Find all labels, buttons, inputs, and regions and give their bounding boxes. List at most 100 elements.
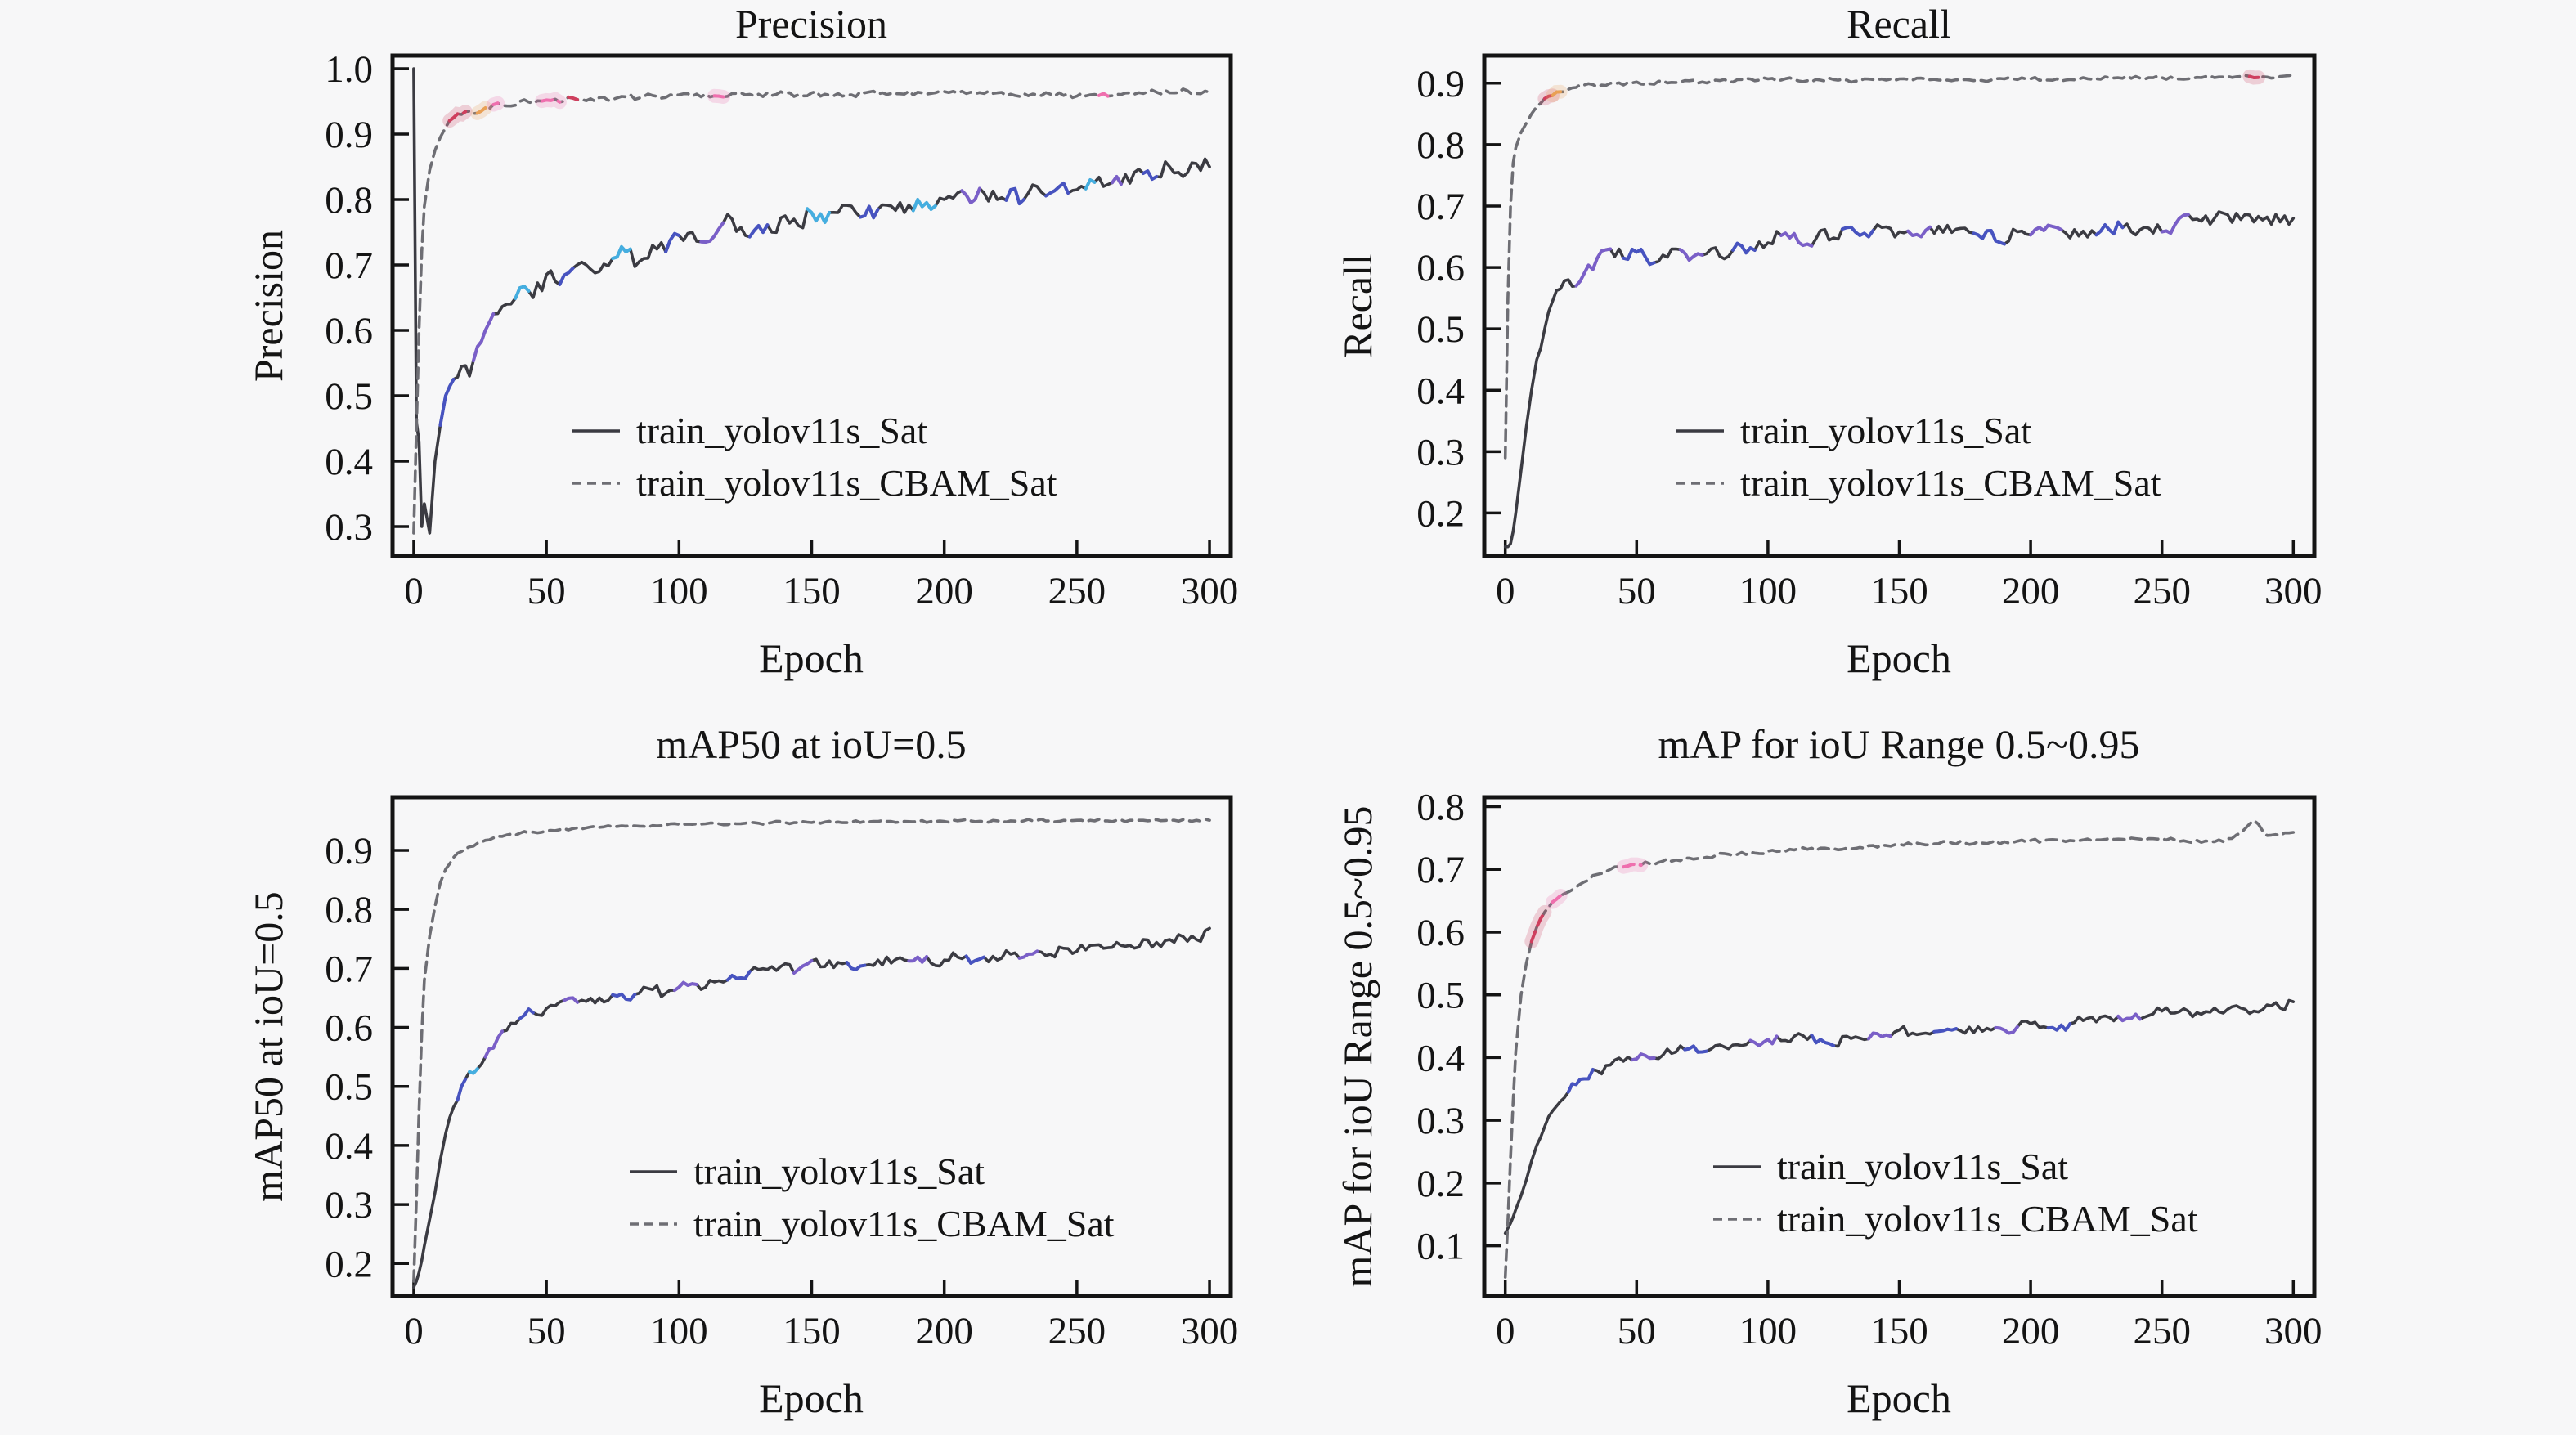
y-tick-label: 0.3 xyxy=(1416,1100,1465,1142)
x-tick-label: 250 xyxy=(2133,570,2191,612)
accent-segment xyxy=(1906,225,1932,239)
y-tick-label: 0.9 xyxy=(1416,63,1465,105)
y-tick-label: 0.6 xyxy=(325,1007,373,1050)
accent-segment xyxy=(664,231,681,253)
recall-chart: 0 50 100 150 200 250 300 0.9 0.8 0.7 0.6 0.5 0.4 0.3 0… xyxy=(1335,1,2322,681)
recall-plot-area: 0 50 100 150 200 250 300 0.9 0.8 0.7 0.6 0.5 0.4 0.3 0… xyxy=(1416,53,2322,612)
accent-segment xyxy=(1731,241,1757,255)
precision-ylabel: Precision xyxy=(245,230,291,382)
plot-frame xyxy=(390,53,1233,558)
x-tick-label: 50 xyxy=(1618,1310,1656,1352)
series-group xyxy=(1503,69,2296,549)
accent-segment xyxy=(1748,1034,1779,1047)
legend-label: train_yolov11s_CBAM_Sat xyxy=(636,462,1057,504)
accent-segment xyxy=(2116,1012,2142,1023)
accent-segment xyxy=(792,959,814,975)
accent-segment xyxy=(725,970,752,982)
accent-segment xyxy=(1972,229,2006,246)
accent-segment xyxy=(540,97,562,104)
x-tick-label: 250 xyxy=(1048,1310,1106,1352)
accent-segment xyxy=(1678,248,1704,262)
legend-label: train_yolov11s_Sat xyxy=(1740,410,2031,451)
legend-label: train_yolov11s_Sat xyxy=(1777,1146,2068,1187)
y-tick-label: 0.1 xyxy=(1416,1226,1465,1268)
legend-label: train_yolov11s_CBAM_Sat xyxy=(1740,462,2161,504)
y-tick-label: 0.8 xyxy=(325,889,373,931)
series-group xyxy=(412,67,1211,535)
y-tick-label: 1.0 xyxy=(325,48,373,91)
y-tick-label: 0.9 xyxy=(325,830,373,872)
accent-segment xyxy=(567,95,579,101)
x-tick-label: 300 xyxy=(2264,1310,2322,1352)
recall-xlabel: Epoch xyxy=(1847,635,1951,681)
y-tick-label: 0.8 xyxy=(1416,124,1465,167)
y-tick-label: 0.2 xyxy=(325,1243,373,1285)
accent-segment xyxy=(1840,225,1875,239)
accent-segment xyxy=(859,204,880,220)
accent-segment xyxy=(672,980,698,993)
x-tick-label: 50 xyxy=(527,1310,566,1352)
accent-segment xyxy=(558,267,575,286)
accent-segment xyxy=(471,312,496,363)
y-tick-label: 0.3 xyxy=(1416,431,1465,473)
accent-segment xyxy=(1867,1031,1892,1041)
accent-segment xyxy=(514,285,531,300)
series-group xyxy=(1503,818,2296,1279)
map5095-xlabel: Epoch xyxy=(1847,1375,1951,1421)
accent-segment xyxy=(2046,1022,2072,1032)
y-tick-label: 0.6 xyxy=(1416,912,1465,954)
accent-segment xyxy=(1084,178,1097,191)
map50-xlabel: Epoch xyxy=(759,1375,864,1421)
accent-segment xyxy=(806,207,832,224)
y-tick-label: 0.6 xyxy=(325,310,373,352)
legend-label: train_yolov11s_CBAM_Sat xyxy=(1777,1198,2198,1240)
plot-frame xyxy=(1482,53,2317,558)
accent-segment xyxy=(1683,1044,1708,1054)
accent-segment xyxy=(964,954,986,965)
y-tick-label: 0.5 xyxy=(325,375,373,418)
accent-segment xyxy=(1622,863,1643,869)
accent-segment xyxy=(1932,1027,1959,1034)
x-tick-label: 300 xyxy=(1181,1310,1239,1352)
accent-segment xyxy=(1142,169,1159,182)
accent-segment xyxy=(1097,92,1110,98)
accent-segment xyxy=(747,223,770,239)
legend-label: train_yolov11s_CBAM_Sat xyxy=(693,1203,1115,1244)
x-tick-label: 200 xyxy=(2002,570,2060,612)
accent-segment xyxy=(475,106,487,115)
accent-segment xyxy=(2160,213,2190,235)
precision-chart: 0 50 100 150 200 250 300 1.0 0.9 0.8 0.7 0.6 0.5 0.4 0… xyxy=(245,1,1238,681)
accent-segment xyxy=(2094,220,2125,237)
x-tick-label: 250 xyxy=(2133,1310,2191,1352)
accent-segment xyxy=(562,996,579,1004)
x-tick-label: 150 xyxy=(783,570,841,612)
map5095-ylabel: mAP for ioU Range 0.5~0.95 xyxy=(1335,805,1380,1287)
accent-segment xyxy=(1630,1052,1656,1062)
accent-segment xyxy=(611,992,637,1002)
accent-segment xyxy=(2029,223,2063,237)
x-tick-label: 100 xyxy=(650,570,708,612)
y-tick-label: 0.4 xyxy=(325,1125,373,1168)
x-tick-label: 0 xyxy=(404,1310,424,1352)
y-tick-label: 0.2 xyxy=(1416,492,1465,535)
map5095-plot-area: 0 50 100 150 200 250 300 0.8 0.7 0.6 0.5 0.4 0.3 0.2 0… xyxy=(1416,787,2322,1352)
x-tick-label: 150 xyxy=(1870,1310,1928,1352)
y-tick-label: 0.8 xyxy=(1416,787,1465,829)
accent-segment xyxy=(438,378,456,427)
accent-segment xyxy=(491,101,500,106)
y-tick-label: 0.4 xyxy=(1416,370,1465,412)
x-tick-label: 50 xyxy=(1618,570,1656,612)
accent-segment xyxy=(907,955,929,964)
y-tick-label: 0.3 xyxy=(325,1184,373,1226)
accent-segment xyxy=(611,244,632,260)
x-tick-label: 0 xyxy=(404,570,424,612)
y-tick-label: 0.6 xyxy=(1416,247,1465,289)
accent-segment xyxy=(1529,910,1546,944)
x-tick-label: 0 xyxy=(1496,570,1515,612)
series-line-train_yolov11s_CBAM_Sat xyxy=(1503,73,2296,460)
y-tick-label: 0.3 xyxy=(325,506,373,549)
accent-segment xyxy=(468,1067,479,1075)
accent-segment xyxy=(1622,247,1656,267)
map5095-title: mAP for ioU Range 0.5~0.95 xyxy=(1658,721,2139,767)
